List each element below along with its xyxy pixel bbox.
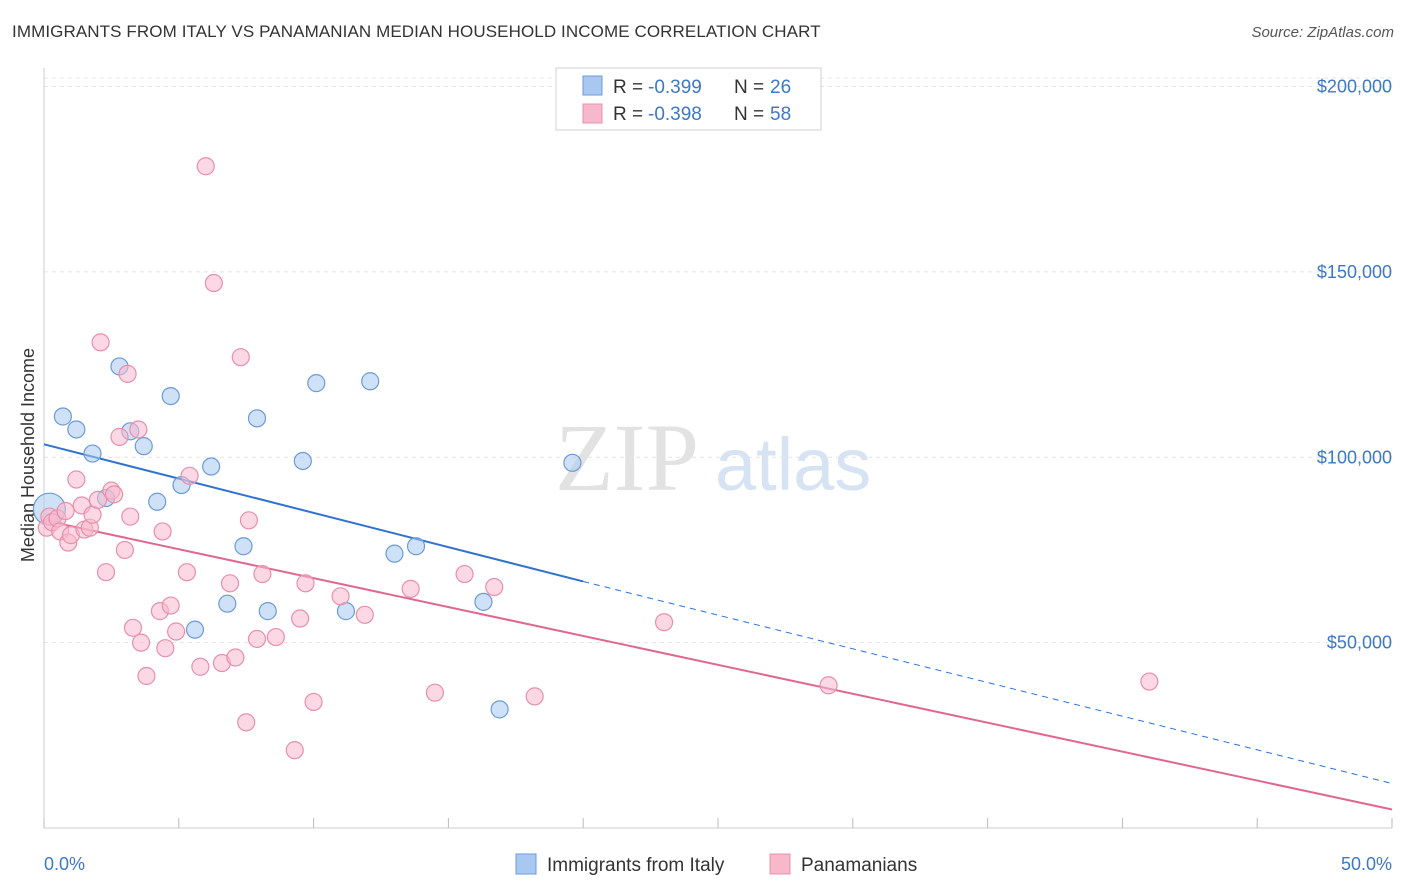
scatter-point-italy (148, 492, 167, 511)
scatter-point-panamanians (104, 485, 124, 504)
legend-bottom-swatch-panamanians (769, 853, 791, 875)
x-tick-label-max: 50.0% (1341, 854, 1392, 874)
scatter-point-panamanians (131, 633, 151, 652)
scatter-point-italy (53, 407, 72, 426)
scatter-point-panamanians (91, 333, 110, 352)
scatter-point-italy (307, 374, 326, 393)
legend-top-n-value-panamanians: 58 (770, 104, 791, 125)
legend-top-n-value-italy: 26 (770, 77, 791, 98)
scatter-point-italy (406, 537, 426, 556)
x-ticks (43, 818, 1393, 828)
scatter-point-panamanians (137, 666, 156, 686)
y-tick-label: $50,000 (1327, 633, 1392, 653)
y-tick-label: $100,000 (1317, 447, 1392, 467)
scatter-point-panamanians (177, 563, 196, 582)
scatter-point-panamanians (237, 713, 256, 732)
scatter-point-panamanians (304, 692, 323, 712)
scatter-point-panamanians (121, 507, 140, 526)
scatter-point-panamanians (220, 574, 240, 593)
series-panamanians-points (37, 157, 1159, 760)
scatter-point-italy (134, 437, 153, 456)
scatter-point-panamanians (153, 522, 172, 541)
scatter-point-panamanians (161, 596, 180, 615)
legend-top-n-label-panamanians: N = (734, 104, 764, 125)
scatter-point-panamanians (204, 273, 223, 293)
trend-line-italy (43, 443, 584, 583)
scatter-point-panamanians (156, 639, 175, 658)
scatter-point-panamanians (525, 687, 544, 706)
scatter-point-italy (234, 537, 253, 556)
legend-top-r-label-italy: R = (613, 77, 643, 98)
x-tick-label-min: 0.0% (44, 854, 85, 874)
scatter-point-panamanians (331, 587, 350, 606)
scatter-point-panamanians (266, 627, 285, 647)
scatter-point-italy (67, 420, 86, 439)
scatter-point-italy (474, 592, 493, 611)
y-tick-labels: $50,000 $100,000 $150,000 $200,000 (1317, 77, 1392, 653)
scatter-point-panamanians (291, 609, 310, 628)
scatter-point-panamanians (285, 741, 304, 760)
scatter-point-italy (202, 457, 221, 476)
scatter-point-panamanians (191, 657, 210, 676)
legend-top-n-label-italy: N = (734, 77, 764, 98)
series-italy-points (32, 357, 582, 719)
scatter-point-panamanians (56, 501, 75, 521)
scatter-point-italy (83, 444, 102, 463)
legend-bottom: Immigrants from Italy Panamanians (515, 853, 917, 876)
y-axis-label: Median Household Income (18, 348, 38, 562)
scatter-point-panamanians (180, 466, 199, 485)
legend-top-r-value-panamanians: -0.398 (648, 104, 702, 125)
scatter-point-panamanians (129, 420, 148, 439)
scatter-point-italy (490, 700, 509, 719)
scatter-point-panamanians (485, 577, 504, 597)
scatter-point-panamanians (88, 490, 108, 510)
scatter-point-panamanians (239, 511, 258, 530)
chart-source: Source: ZipAtlas.com (1251, 24, 1394, 41)
trend-line-panamanians (43, 519, 1393, 811)
legend-top-swatch-panamanians (582, 103, 603, 124)
scatter-point-panamanians (296, 574, 315, 593)
scatter-point-panamanians (196, 157, 215, 176)
legend-top: R = -0.399 N = 26 R = -0.398 N = 58 (555, 67, 822, 131)
legend-bottom-label-panamanians: Panamanians (801, 855, 917, 876)
chart-title: IMMIGRANTS FROM ITALY VS PANAMANIAN MEDI… (12, 22, 821, 41)
scatter-point-panamanians (167, 622, 186, 641)
scatter-point-panamanians (1140, 672, 1159, 691)
scatter-point-panamanians (115, 540, 134, 560)
scatter-point-panamanians (401, 579, 420, 598)
scatter-point-panamanians (118, 364, 137, 383)
legend-bottom-swatch-italy (515, 853, 537, 875)
scatter-point-italy (563, 453, 582, 472)
scatter-point-panamanians (67, 470, 86, 489)
scatter-point-italy (218, 594, 237, 613)
scatter-point-panamanians (819, 676, 838, 695)
scatter-point-panamanians (226, 648, 245, 667)
scatter-point-panamanians (96, 563, 116, 582)
scatter-point-italy (185, 620, 205, 639)
scatter-point-panamanians (425, 683, 445, 702)
scatter-point-panamanians (123, 618, 143, 637)
scatter-point-panamanians (247, 629, 267, 649)
watermark-atlas: atlas (715, 423, 871, 506)
scatter-point-panamanians (231, 348, 250, 367)
legend-top-r-value-italy: -0.399 (648, 77, 702, 98)
scatter-point-italy (385, 544, 404, 563)
scatter-point-panamanians (654, 613, 674, 632)
scatter-point-italy (361, 372, 380, 391)
y-tick-label: $150,000 (1317, 262, 1392, 282)
scatter-point-panamanians (110, 427, 129, 446)
y-tick-label: $200,000 (1317, 77, 1392, 97)
scatter-point-panamanians (355, 605, 374, 624)
scatter-point-italy (293, 451, 312, 471)
legend-top-swatch-italy (582, 75, 603, 96)
trend-line-italy-extension (583, 580, 1393, 784)
scatter-point-panamanians (455, 564, 474, 584)
scatter-point-italy (258, 602, 277, 621)
legend-top-r-label-panamanians: R = (613, 104, 643, 125)
legend-bottom-label-italy: Immigrants from Italy (547, 855, 725, 876)
scatter-point-italy (161, 386, 180, 406)
scatter-point-panamanians (253, 564, 272, 584)
scatter-point-italy (247, 409, 267, 428)
